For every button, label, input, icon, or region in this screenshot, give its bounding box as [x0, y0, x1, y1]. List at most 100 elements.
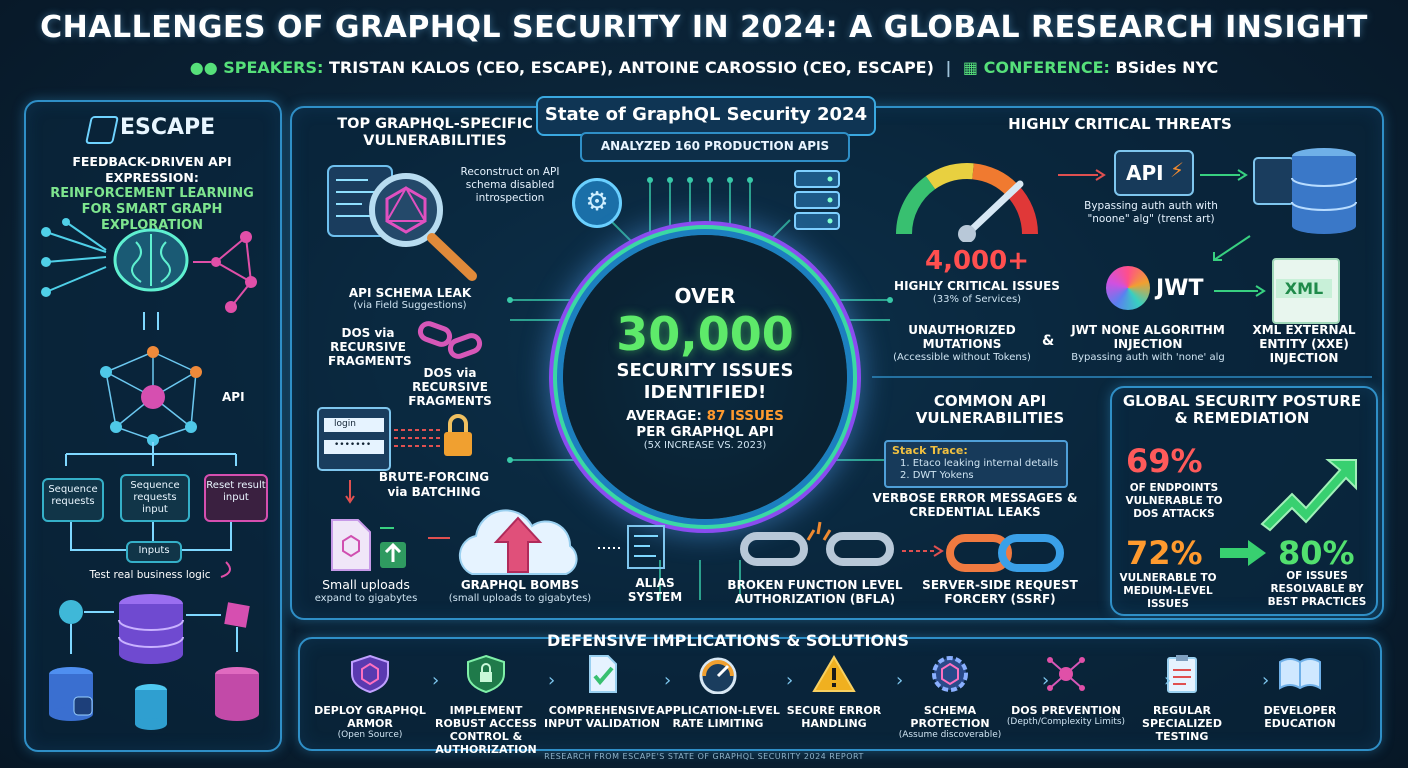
stat-72-label: VULNERABLE TO MEDIUM-LEVEL ISSUES: [1119, 572, 1217, 610]
def-item-testing: REGULAR SPECIALIZED TESTING: [1120, 654, 1244, 743]
posture-panel: [1110, 386, 1378, 616]
doc-check-icon: [589, 655, 617, 693]
average-value: 87 ISSUES: [706, 408, 784, 424]
analyzed-banner: ANALYZED 160 PRODUCTION APIS: [580, 132, 850, 162]
login-form-icon: [317, 407, 472, 471]
def-sub-0: (Open Source): [337, 730, 403, 740]
left-heading-line3: FOR SMART GRAPH EXPLORATION: [81, 202, 223, 233]
speakers-line: ●● SPEAKERS: TRISTAN KALOS (CEO, ESCAPE)…: [0, 58, 1408, 77]
conference-label: CONFERENCE:: [983, 58, 1110, 77]
shield-graphql-icon: [351, 654, 389, 694]
over-label: OVER: [674, 284, 736, 308]
left-heading-line1: FEEDBACK-DRIVEN API EXPRESSION:: [72, 154, 232, 185]
def-title-3: APPLICATION-LEVEL RATE LIMITING: [656, 704, 780, 730]
ssrf-chain-icon: [946, 534, 1064, 572]
left-heading-line2: REINFORCEMENT LEARNING: [50, 186, 254, 201]
database-left-icon: [49, 667, 93, 721]
unauth-label: UNAUTHORIZED MUTATIONS: [908, 323, 1016, 351]
center-stats: OVER 30,000 SECURITY ISSUES IDENTIFIED! …: [573, 284, 837, 451]
def-title-4: SECURE ERROR HANDLING: [786, 704, 882, 730]
critical-count-sub: (33% of Services): [932, 294, 1022, 305]
def-title-2: COMPREHENSIVE INPUT VALIDATION: [544, 704, 660, 730]
broken-chain-icon: [740, 521, 894, 566]
def-title-1: IMPLEMENT ROBUST ACCESS CONTROL & AUTHOR…: [435, 704, 537, 756]
warning-triangle-icon: [812, 655, 856, 692]
top-vulns-heading: TOP GRAPHQL-SPECIFIC VULNERABILITIES: [337, 116, 533, 149]
def-item-rate-limiting: APPLICATION-LEVEL RATE LIMITING: [656, 654, 780, 730]
dos-right-label: DOS via RECURSIVE FRAGMENTS: [408, 366, 492, 408]
schema-leak-label: API SCHEMA LEAK: [348, 286, 472, 300]
gear-graphql-icon: [932, 656, 968, 692]
critical-count: 4,000+: [924, 246, 1030, 276]
brand-name: ESCAPE: [120, 115, 216, 140]
def-item-graphql-armor: DEPLOY GRAPHQL ARMOR (Open Source): [308, 654, 432, 741]
stat-80: 80%: [1278, 534, 1355, 572]
small-uploads-label: Small uploads: [322, 577, 410, 592]
average-prefix: AVERAGE:: [626, 408, 702, 424]
shield-lock-icon: [467, 654, 505, 694]
gear-icon: ⚙: [572, 178, 622, 228]
database-right-icon: [215, 667, 259, 721]
login-field-text: login: [334, 419, 356, 429]
speakers-value: TRISTAN KALOS (CEO, ESCAPE), ANTOINE CAR…: [328, 58, 934, 77]
stack-trace-line2: 2. DWT Yokens: [900, 470, 974, 481]
escape-logo-icon: [85, 116, 119, 144]
input-nodes: [45, 221, 107, 293]
issues-line2: IDENTIFIED!: [643, 382, 767, 403]
lightning-icon: ⚡: [1170, 158, 1185, 182]
def-item-education: DEVELOPER EDUCATION: [1238, 654, 1362, 730]
def-title-7: REGULAR SPECIALIZED TESTING: [1142, 704, 1222, 743]
left-heading: FEEDBACK-DRIVEN API EXPRESSION: REINFORC…: [30, 154, 274, 234]
common-heading: COMMON API VULNERABILITIES: [915, 392, 1065, 427]
speedometer-icon: [699, 657, 737, 695]
def-title-0: DEPLOY GRAPHQL ARMOR: [314, 704, 426, 730]
def-title-8: DEVELOPER EDUCATION: [1263, 704, 1337, 730]
ssrf-label: SERVER-SIDE REQUEST FORCERY (SSRF): [922, 578, 1078, 606]
center-ring: [563, 235, 847, 519]
inputs-box: Inputs: [126, 541, 182, 563]
database-mid-icon: [135, 684, 167, 730]
graphql-bombs-label: GRAPHQL BOMBS: [460, 578, 580, 592]
calendar-icon: ▦: [962, 58, 979, 77]
alias-label: ALIAS SYSTEM: [627, 576, 683, 604]
small-uploads-sub: expand to gigabytes: [314, 593, 418, 604]
footer-credit: RESEARCH FROM ESCAPE'S STATE OF GRAPHQL …: [544, 752, 864, 761]
reset-box: Reset result input: [204, 474, 268, 522]
arrow-right-green-icon: [1220, 540, 1266, 566]
api-node-label: API: [222, 390, 245, 404]
sequence-box-2: Sequence requests input: [120, 474, 190, 522]
jwt-none-sub: Bypassing auth with 'none' alg: [1071, 352, 1225, 363]
arrow-right-icon-2: [1200, 169, 1248, 181]
def-item-error-handling: SECURE ERROR HANDLING: [772, 654, 896, 730]
def-title-5: SCHEMA PROTECTION: [910, 704, 990, 730]
stack-trace-box: [884, 440, 1068, 488]
chevron-right-icon: ›: [664, 670, 672, 691]
average-line: AVERAGE: 87 ISSUES: [573, 408, 837, 424]
schema-leak-sub: (via Field Suggestions): [353, 300, 467, 311]
def-item-schema-protection: SCHEMA PROTECTION (Assume discoverable): [888, 654, 1012, 741]
xml-label: XML: [1276, 279, 1332, 298]
def-title-6: DOS PREVENTION: [1011, 704, 1121, 717]
cloud-upload-icon: [428, 509, 578, 575]
chevron-right-icon: ›: [896, 670, 904, 691]
average-suffix: PER GRAPHQL API: [636, 424, 774, 440]
chain-link-icon: [417, 321, 483, 359]
stat-69: 69%: [1126, 442, 1203, 480]
magnifier-schema-icon: [327, 165, 477, 281]
chevron-right-icon: ›: [548, 670, 556, 691]
issues-line1: SECURITY ISSUES: [616, 360, 794, 381]
clipboard-icon: [1167, 655, 1197, 693]
brute-sub: via BATCHING: [387, 485, 481, 499]
critical-count-label: HIGHLY CRITICAL ISSUES: [894, 279, 1060, 293]
dos-left-label: DOS via RECURSIVE FRAGMENTS: [328, 326, 412, 368]
reconstruct-note: Reconstruct on API schema disabled intro…: [460, 166, 560, 204]
password-field-text: •••••••: [334, 440, 372, 450]
def-item-input-validation: COMPREHENSIVE INPUT VALIDATION: [540, 654, 664, 730]
upload-doc-icon: [331, 480, 406, 571]
brain-icon: [113, 228, 189, 292]
def-item-dos-prevention: DOS PREVENTION (Depth/Complexity Limits): [1004, 654, 1128, 728]
bfla-label: BROKEN FUNCTION LEVEL AUTHORIZATION (BFL…: [727, 578, 903, 606]
def-sub-5: (Assume discoverable): [898, 730, 1002, 740]
chevron-right-icon: ›: [1262, 670, 1270, 691]
jwt-none-label: JWT NONE ALGORITHM INJECTION: [1071, 323, 1225, 351]
